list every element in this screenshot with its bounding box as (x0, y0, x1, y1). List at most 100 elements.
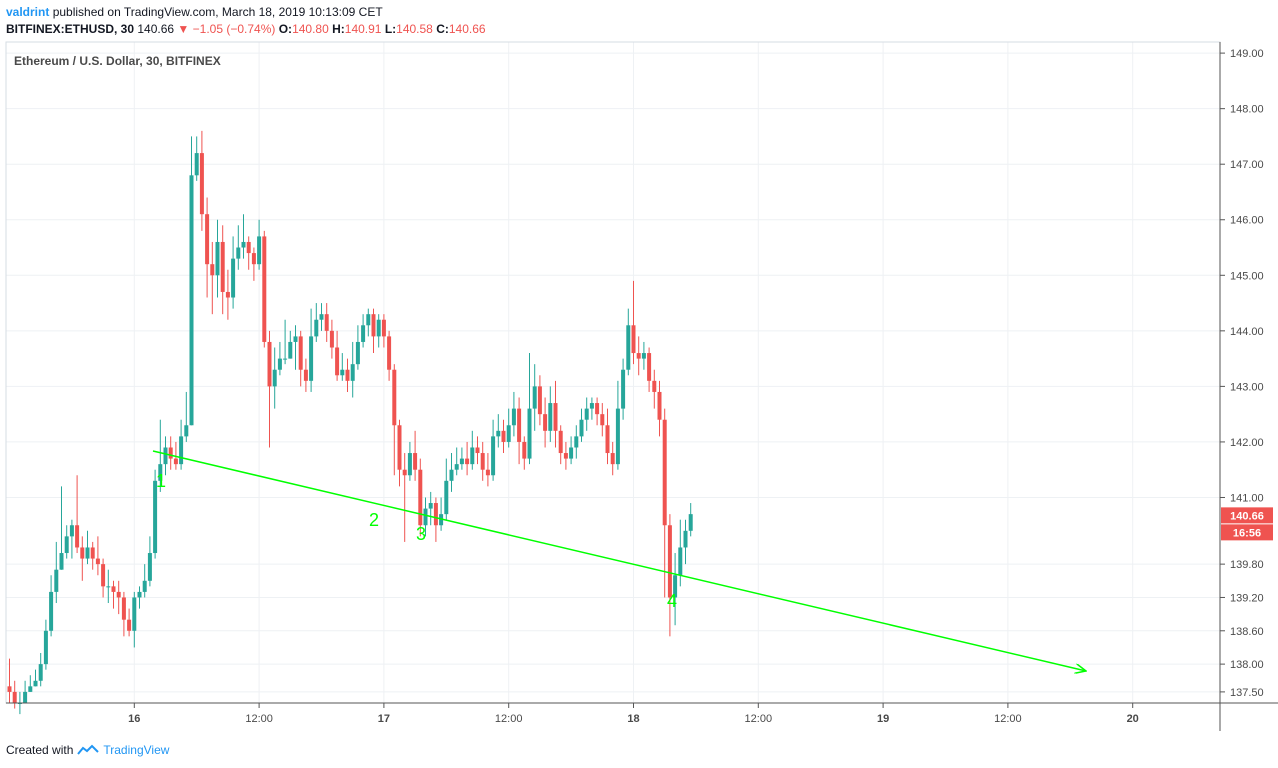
candle-body (387, 336, 392, 370)
candle-body (662, 419, 667, 526)
down-arrow-icon: ▼ (177, 22, 190, 36)
candle (361, 314, 366, 348)
candle-body (485, 469, 490, 476)
x-tick-label: 19 (877, 713, 889, 725)
candle-body (137, 591, 142, 598)
candle-body (205, 214, 210, 265)
candle-body (506, 425, 511, 442)
candle (511, 391, 516, 437)
candle-body (251, 253, 256, 265)
candle (563, 441, 568, 470)
candle-body (532, 386, 537, 409)
candle (215, 219, 220, 298)
candle (558, 425, 563, 465)
candle-body (491, 436, 496, 476)
candle-body (657, 391, 662, 420)
candle (324, 303, 329, 342)
candle (470, 430, 475, 470)
candle-body (163, 447, 168, 465)
candle (7, 658, 12, 703)
candle-body (647, 353, 652, 381)
candle-body (225, 291, 230, 298)
open-label: O: (278, 22, 293, 36)
candle (480, 441, 485, 481)
candle-body (324, 314, 329, 331)
symbol-name: BITFINEX:ETHUSD, 30 (6, 22, 135, 36)
candle (392, 364, 397, 476)
candle (80, 536, 85, 581)
candle (210, 241, 215, 315)
tradingview-brand[interactable]: TradingView (103, 743, 170, 757)
candle-body (173, 458, 178, 465)
y-tick-label: 142.00 (1230, 437, 1264, 449)
author-name[interactable]: valdrint (6, 5, 50, 19)
candle-body (59, 553, 64, 570)
y-tick-label: 138.00 (1230, 659, 1264, 671)
candle (246, 236, 251, 270)
candle (667, 514, 672, 637)
plot-frame (5, 41, 1221, 704)
candle (147, 536, 152, 587)
candle-body (179, 436, 184, 465)
candle-body (392, 369, 397, 426)
candle (220, 225, 225, 315)
candle (589, 397, 594, 420)
candle (85, 530, 90, 565)
candle (387, 330, 392, 381)
candle (537, 375, 542, 426)
candle-body (355, 341, 360, 365)
x-tick-label: 12:00 (745, 713, 773, 725)
candle-body (257, 236, 262, 265)
candle-body (111, 586, 116, 592)
candle-body (101, 564, 106, 587)
candle-body (444, 480, 449, 515)
candle-body (595, 403, 600, 415)
candle (163, 436, 168, 476)
candle-body (153, 480, 158, 554)
candle-body (106, 586, 111, 588)
candle-body (189, 175, 194, 426)
candle-body (527, 408, 532, 459)
candle-body (277, 358, 282, 370)
candle-body (589, 403, 594, 409)
candle-body (683, 530, 688, 548)
candle (345, 358, 350, 392)
candle (225, 269, 230, 320)
touch-point-label: 2 (369, 510, 379, 530)
candle-body (314, 319, 319, 337)
candle (543, 397, 548, 448)
candle (381, 314, 386, 348)
candle (444, 458, 449, 520)
candle-body (673, 575, 678, 598)
created-with-text: Created with (6, 743, 74, 757)
y-tick-label: 139.20 (1230, 592, 1264, 604)
candle (303, 358, 308, 392)
tradingview-logo-icon (77, 744, 100, 755)
candle (527, 353, 532, 465)
candle-body (267, 341, 272, 387)
candle-body (496, 430, 501, 437)
candle (600, 403, 605, 437)
candle-body (23, 691, 28, 703)
candle-body (480, 453, 485, 470)
candle-body (12, 691, 17, 703)
candle-body (501, 430, 506, 442)
candle (376, 314, 381, 348)
candle (288, 330, 293, 359)
published-text: published on TradingView.com, March 18, … (52, 5, 383, 19)
publish-info: valdrint published on TradingView.com, M… (6, 4, 383, 20)
candle-body (553, 403, 558, 431)
candle-body (428, 503, 433, 509)
candle-body (80, 547, 85, 559)
candle (293, 325, 298, 370)
candle (189, 136, 194, 426)
candle-body (407, 453, 412, 476)
candle (595, 397, 600, 426)
y-tick-label: 147.00 (1230, 159, 1264, 171)
candle-body (548, 403, 553, 431)
low-value: 140.58 (396, 22, 433, 36)
chart-axes: 149.00 148.00 147.00 146.00 145.00 144.00 143.… (5, 41, 1278, 731)
candle-body (376, 319, 381, 337)
candle-body (210, 264, 215, 276)
